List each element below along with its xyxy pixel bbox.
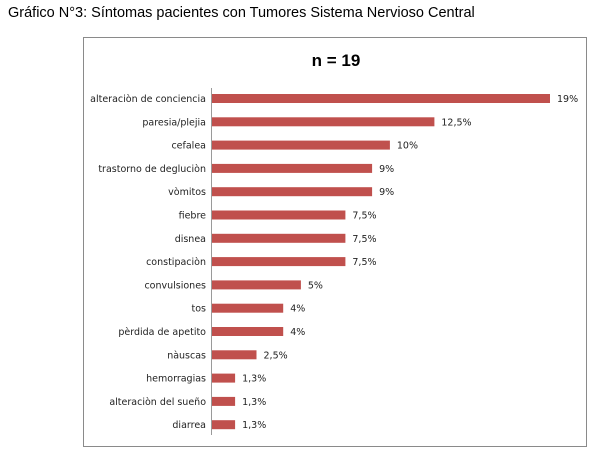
- bars-group: alteraciòn de conciencia 19% paresia/pleji…: [90, 94, 578, 431]
- value-label: 12,5%: [441, 117, 471, 128]
- category-label: fiebre: [179, 211, 207, 222]
- bar: [212, 163, 373, 173]
- value-label: 4%: [290, 327, 305, 338]
- bar: [212, 373, 236, 383]
- category-label: pèrdida de apetito: [118, 327, 206, 338]
- bar: [212, 233, 346, 243]
- page-title: Gráfico N°3: Síntomas pacientes con Tumo…: [8, 5, 475, 21]
- category-label: vòmitos: [168, 187, 206, 198]
- bar: [212, 257, 346, 267]
- category-label: cefalea: [171, 141, 206, 152]
- category-label: trastorno de degluciòn: [98, 164, 206, 175]
- category-label: alteraciòn de conciencia: [90, 94, 206, 105]
- value-label: 19%: [557, 94, 578, 105]
- value-label: 7,5%: [352, 234, 376, 245]
- value-label: 5%: [308, 280, 323, 291]
- bar: [212, 420, 236, 430]
- category-label: paresia/plejia: [142, 117, 206, 128]
- bar: [212, 396, 236, 406]
- category-label: alteraciòn del sueño: [109, 397, 206, 408]
- category-label: diarrea: [172, 420, 206, 431]
- value-label: 1,3%: [242, 397, 266, 408]
- bar: [212, 327, 284, 336]
- category-label: tos: [192, 304, 207, 315]
- category-label: convulsiones: [144, 280, 206, 291]
- value-label: 2,5%: [264, 350, 288, 361]
- bar: [212, 140, 390, 150]
- bar: [212, 187, 373, 197]
- value-label: 9%: [379, 164, 394, 175]
- value-label: 9%: [379, 187, 394, 198]
- category-label: hemorragias: [146, 374, 206, 385]
- category-label: nàuscas: [167, 350, 206, 361]
- bar: [212, 117, 435, 127]
- chart-frame: n = 19 alteraciòn de conciencia 19% paresi…: [83, 37, 587, 447]
- bar: [212, 94, 550, 103]
- chart-title: n = 19: [312, 51, 361, 70]
- value-label: 4%: [290, 304, 305, 315]
- value-label: 7,5%: [352, 211, 376, 222]
- category-label: disnea: [175, 234, 206, 245]
- bar-chart: n = 19 alteraciòn de conciencia 19% paresi…: [90, 51, 578, 435]
- value-label: 1,3%: [242, 374, 266, 385]
- value-label: 10%: [397, 141, 418, 152]
- value-label: 1,3%: [242, 420, 266, 431]
- bar: [212, 280, 301, 290]
- bar: [212, 210, 346, 220]
- value-label: 7,5%: [352, 257, 376, 268]
- bar: [212, 350, 257, 360]
- bar: [212, 303, 284, 313]
- category-label: constipaciòn: [146, 257, 206, 268]
